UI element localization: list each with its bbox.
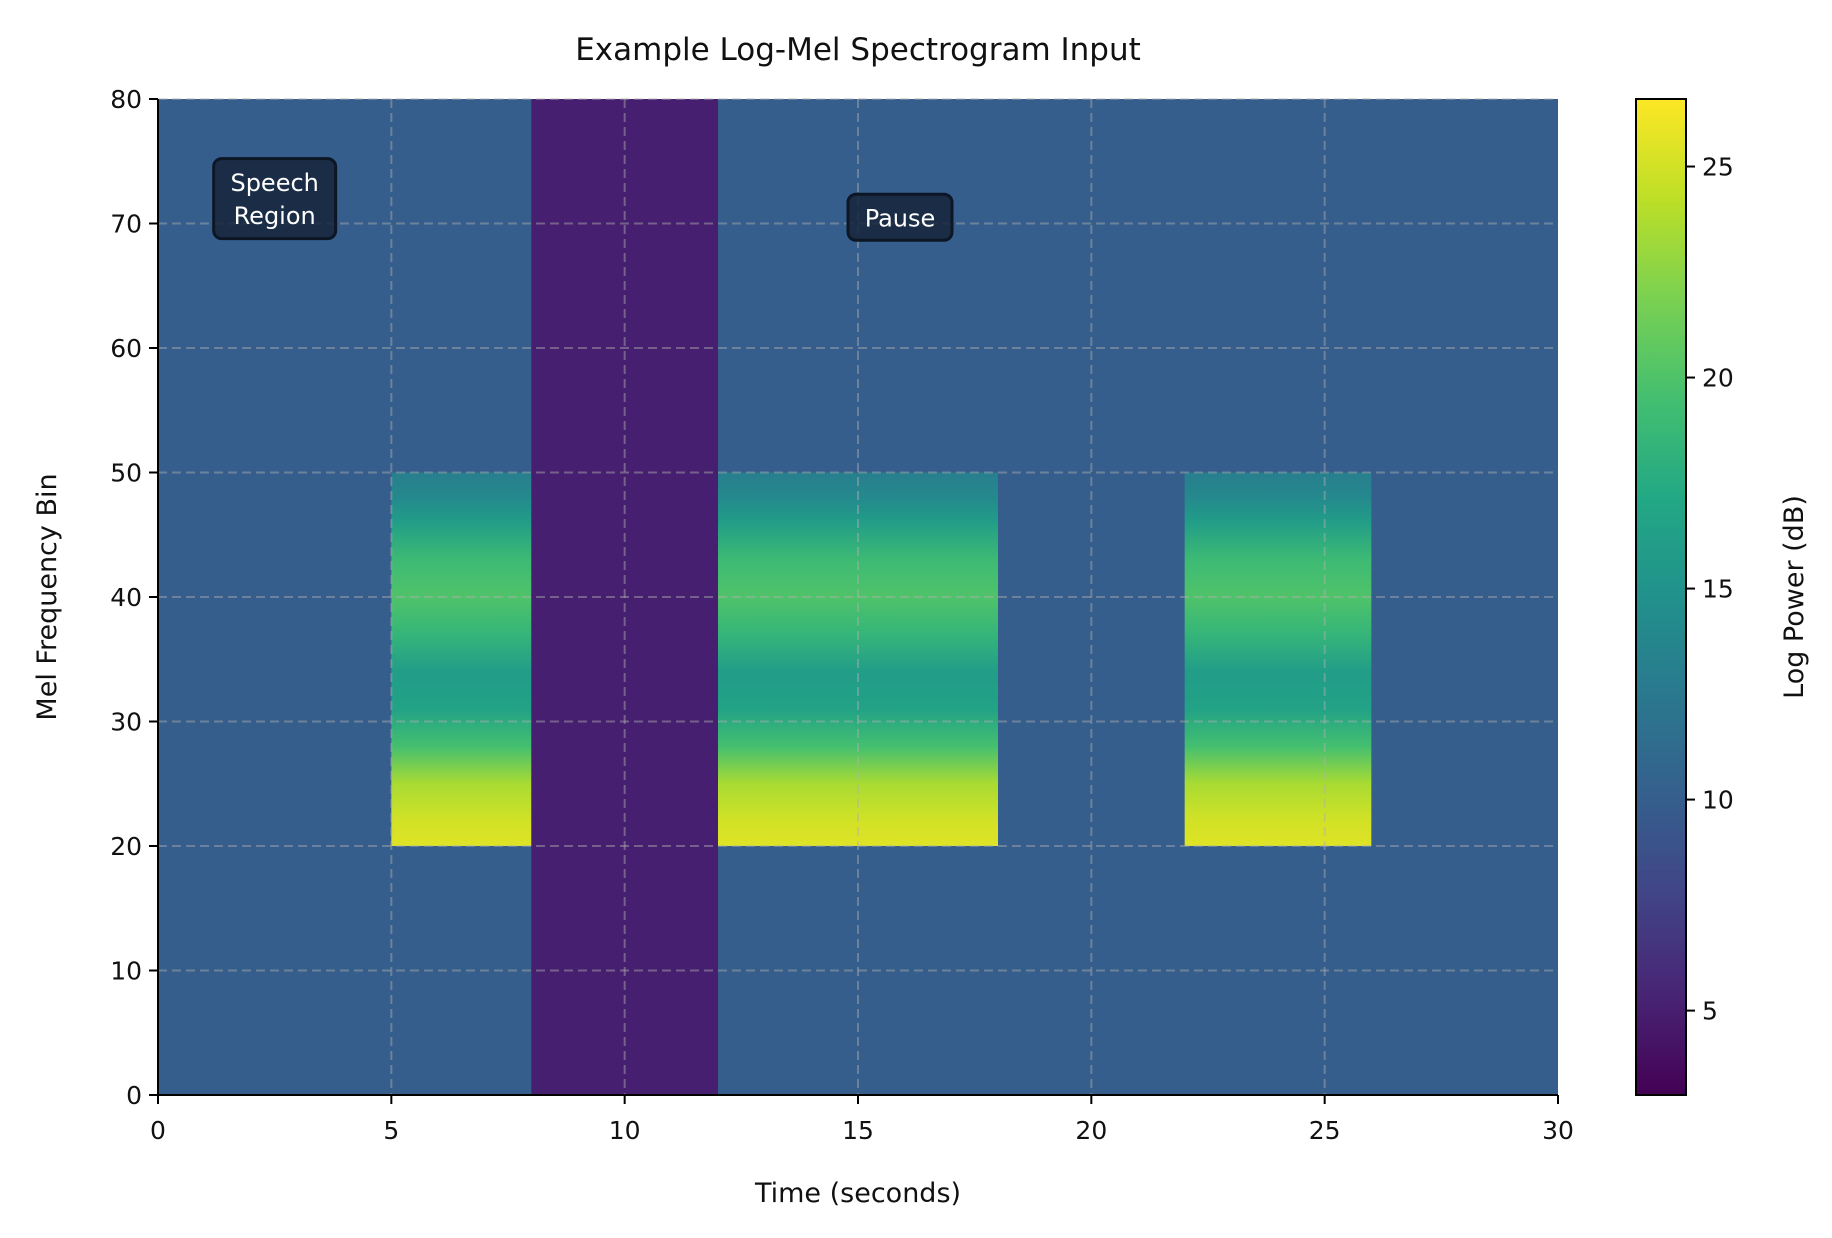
colorbar-tick-label: 5 (1702, 997, 1718, 1026)
y-axis-label: Mel Frequency Bin (32, 473, 63, 720)
y-tick-label: 60 (110, 334, 142, 363)
y-tick-label: 0 (126, 1081, 142, 1110)
colorbar-tick-label: 15 (1702, 575, 1734, 604)
y-tick-label: 30 (110, 708, 142, 737)
x-tick-label: 20 (1075, 1116, 1107, 1145)
y-tick-label: 70 (110, 210, 142, 239)
y-tick-label: 80 (110, 85, 142, 114)
annotation-text: Pause (865, 204, 936, 232)
y-tick-label: 50 (110, 459, 142, 488)
x-tick-label: 0 (150, 1116, 166, 1145)
x-tick-label: 25 (1309, 1116, 1341, 1145)
annotations: Speech Region Pause (212, 157, 954, 242)
plot-area (158, 99, 1558, 1095)
y-tick-label: 20 (110, 832, 142, 861)
grid-lines (158, 98, 1558, 1095)
annotation-text: Speech (230, 169, 318, 197)
x-tick-label: 30 (1542, 1116, 1574, 1145)
colorbar-label: Log Power (dB) (1779, 495, 1810, 699)
annotation-box (846, 192, 954, 242)
x-axis-label: Time (seconds) (754, 1178, 961, 1209)
speech-region (1184, 472, 1372, 846)
colorbar-bar (1635, 98, 1687, 1096)
colorbar-tick-label: 10 (1702, 786, 1734, 815)
colorbar: 5 10 15 20 25 (1635, 98, 1734, 1096)
speech-region (391, 472, 532, 846)
x-tick-label: 10 (609, 1116, 641, 1145)
colorbar-tick-label: 25 (1702, 153, 1734, 182)
x-tick-label: 15 (842, 1116, 874, 1145)
speech-region (718, 472, 998, 846)
colorbar-tick-label: 20 (1702, 364, 1734, 393)
y-tick-label: 10 (110, 957, 142, 986)
axes: 0 5 10 15 20 25 30 0 10 20 30 40 50 60 70 80 (110, 85, 1574, 1145)
x-tick-label: 5 (383, 1116, 399, 1145)
annotation-box (212, 157, 338, 241)
chart-title: Example Log-Mel Spectrogram Input (575, 32, 1141, 68)
y-tick-label: 40 (110, 583, 142, 612)
annotation-text: Region (234, 202, 316, 230)
silence-region (531, 99, 718, 1095)
